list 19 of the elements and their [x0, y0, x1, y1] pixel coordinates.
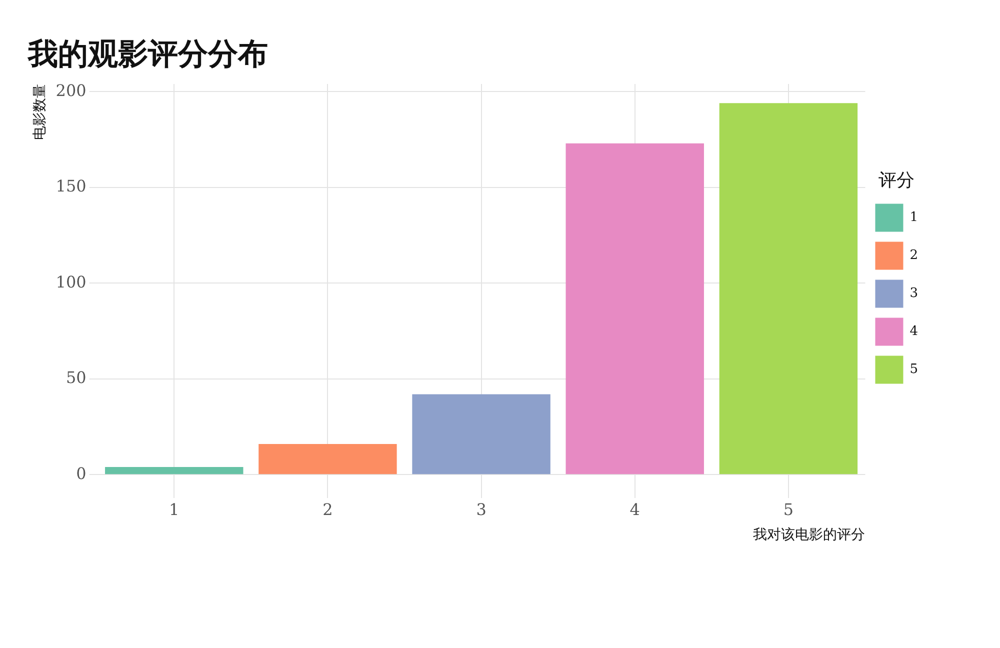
legend-label: 1 [910, 210, 918, 226]
legend-label: 2 [910, 248, 918, 264]
x-tick-label: 4 [630, 500, 640, 519]
y-tick-label: 150 [56, 176, 86, 196]
x-axis-title: 我对该电影的评分 [753, 527, 866, 544]
legend-label: 4 [910, 324, 918, 340]
y-tick-label: 100 [56, 272, 86, 292]
legend-title: 评分 [878, 170, 915, 191]
legend-label: 3 [910, 286, 918, 302]
x-tick-label: 2 [322, 500, 333, 519]
x-tick-label: 5 [783, 500, 794, 519]
y-tick-label: 200 [56, 80, 86, 100]
x-tick-label: 1 [169, 500, 180, 519]
y-tick-label: 50 [66, 368, 86, 388]
y-tick-label: 0 [76, 464, 86, 483]
chart-title: 我的观影评分分布 [27, 36, 268, 72]
x-tick-label: 3 [476, 500, 486, 519]
legend-label: 5 [910, 362, 918, 378]
y-axis-title: 电影数量 [32, 84, 48, 140]
